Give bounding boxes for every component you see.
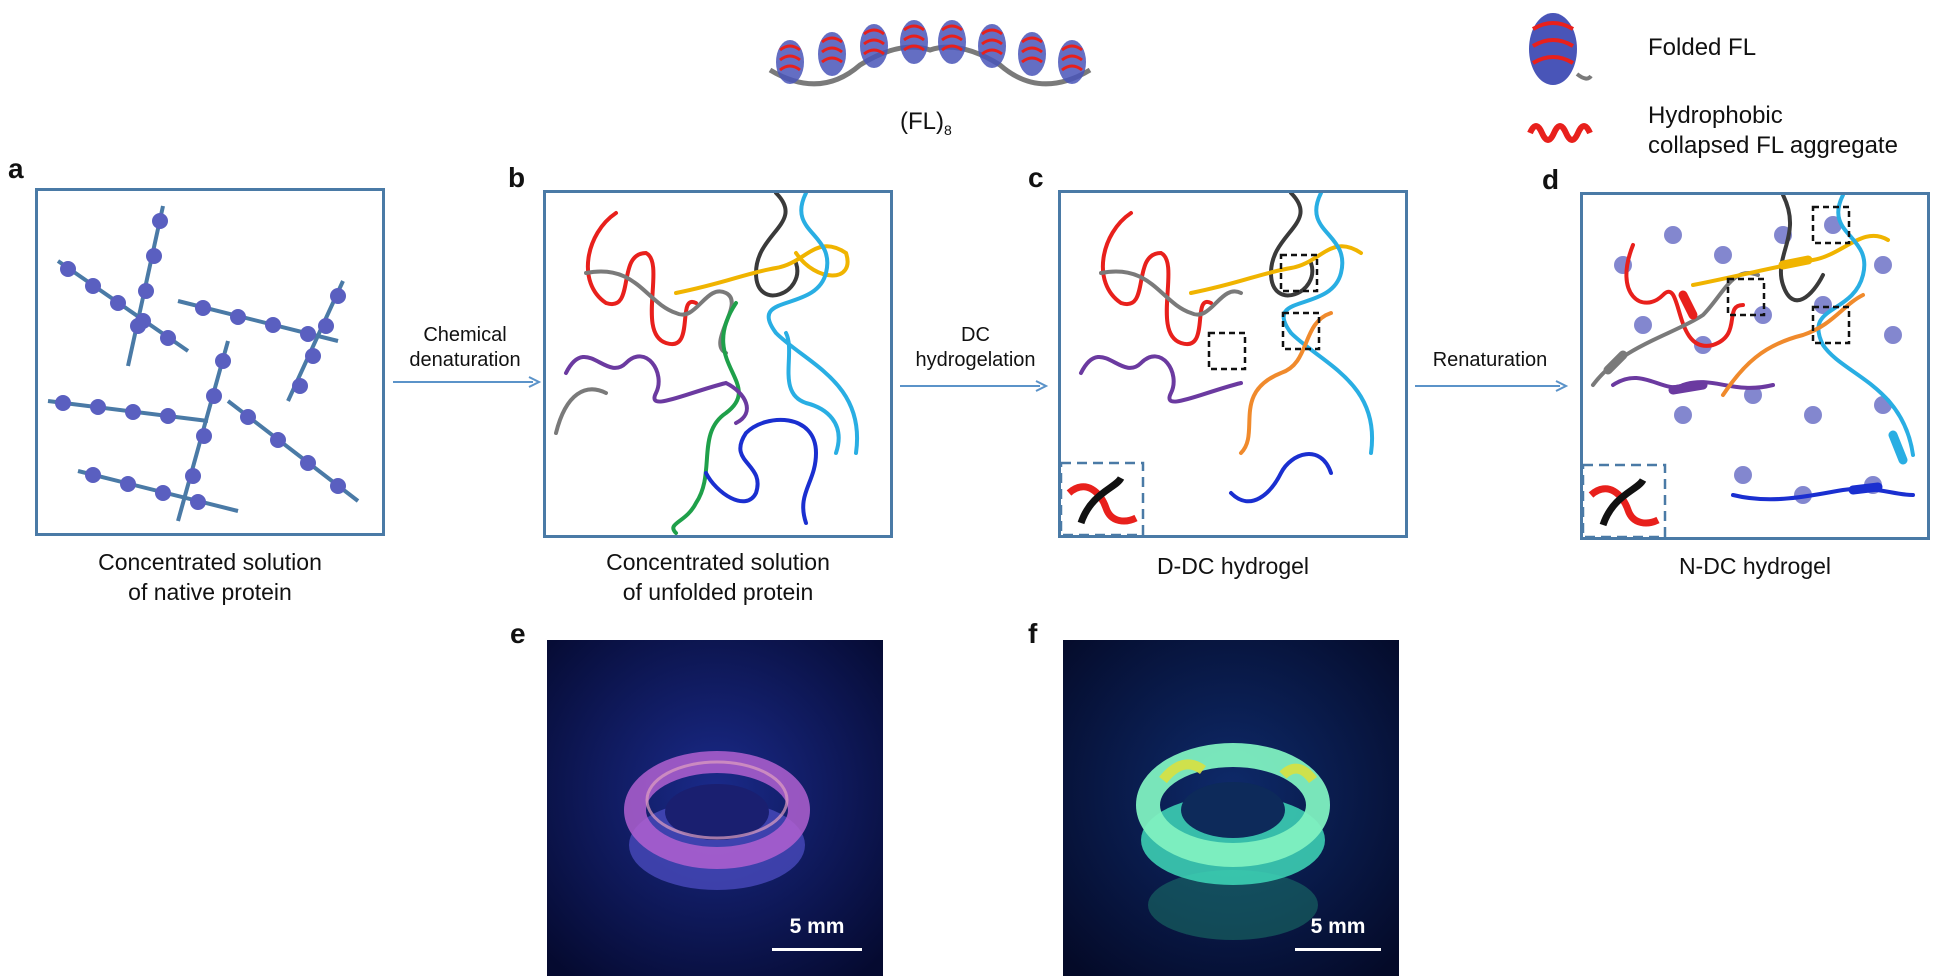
- arrow-cd-label: Renaturation: [1432, 349, 1548, 371]
- panel-letter-c: c: [1028, 162, 1044, 193]
- panel-f-photo: 5 mm: [1063, 640, 1399, 976]
- arrow-ab-label-1: Chemical: [423, 324, 507, 346]
- unfolded-chains-svg: [554, 193, 860, 535]
- fl-domain-icon: [1058, 40, 1086, 84]
- arrow-ab: [393, 374, 543, 395]
- fl8-subscript: 8: [944, 121, 952, 138]
- fl-domain-icon: [776, 40, 804, 84]
- fl8-construct-graphic: [760, 10, 1100, 100]
- fl-domain-icon: [860, 24, 888, 68]
- fl-domain-icon: [978, 24, 1006, 68]
- fl8-chain-svg: [768, 20, 1092, 87]
- panel-c-caption: D-DC hydrogel: [1156, 553, 1310, 579]
- fl-domain-icon: [938, 20, 966, 64]
- panel-a-caption-2: of native protein: [128, 579, 292, 605]
- native-chains-svg: [47, 205, 360, 522]
- fl-domain-icon: [818, 32, 846, 76]
- panel-e-ring-svg: [547, 640, 883, 976]
- d-dc-chains-svg: [1061, 193, 1375, 535]
- panel-f-scalebar: [1295, 948, 1381, 951]
- arrow-bc: [900, 378, 1050, 399]
- arrow-ab-label-2: denaturation: [409, 349, 521, 371]
- arrow-bc-label-2: hydrogelation: [915, 349, 1036, 371]
- panel-f-scale-label: 5 mm: [1310, 915, 1366, 938]
- panel-letter-f: f: [1028, 618, 1038, 649]
- panel-c-d-dc-hydrogel: [1058, 190, 1408, 538]
- panel-e-scale-label: 5 mm: [789, 915, 845, 938]
- panel-letter-d: d: [1542, 164, 1560, 195]
- panel-e-scalebar: [772, 948, 862, 951]
- legend-folded-label: Folded FL: [1648, 34, 1757, 61]
- arrow-cd: [1415, 378, 1570, 399]
- n-dc-chains-svg: [1583, 195, 1915, 537]
- panel-a-native-solution: [35, 188, 385, 536]
- panel-b-caption-2: of unfolded protein: [622, 579, 814, 605]
- panel-d-caption: N-DC hydrogel: [1678, 553, 1832, 579]
- fl-domain-icon: [900, 20, 928, 64]
- panel-letter-a: a: [8, 153, 24, 184]
- legend-folded-icon: [1515, 4, 1595, 99]
- panel-letter-e: e: [510, 618, 526, 649]
- legend-aggregate-label-2: collapsed FL aggregate: [1648, 132, 1898, 159]
- fl8-label-text: (FL): [900, 108, 944, 135]
- arrow-bc-label-1: DC: [961, 324, 990, 346]
- panel-a-caption-1: Concentrated solution: [98, 549, 322, 575]
- panel-f-ring-svg: [1063, 640, 1399, 976]
- fl-domain-icon: [1018, 32, 1046, 76]
- panel-b-unfolded-solution: [543, 190, 893, 538]
- panel-b-caption-1: Concentrated solution: [606, 549, 830, 575]
- fl8-label: (FL)8: [900, 108, 952, 138]
- legend-aggregate-label-1: Hydrophobic: [1648, 102, 1783, 129]
- panel-letter-b: b: [508, 162, 526, 193]
- panel-e-photo: 5 mm: [547, 640, 883, 976]
- panel-d-n-dc-hydrogel: [1580, 192, 1930, 540]
- legend-aggregate-icon: [1525, 118, 1595, 153]
